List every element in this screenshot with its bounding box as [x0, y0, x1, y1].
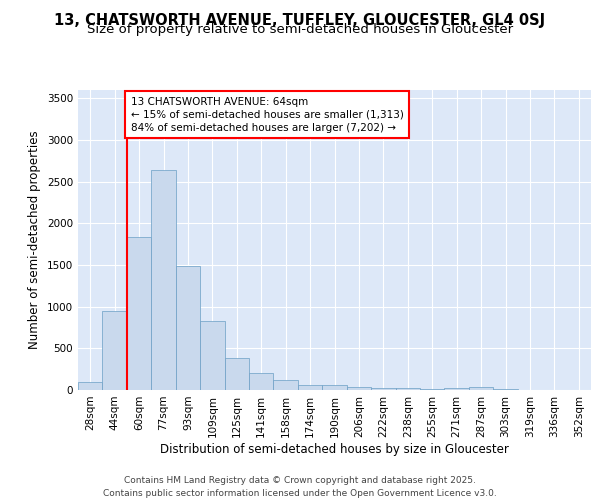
Bar [395, 388, 420, 390]
Bar [274, 380, 298, 390]
Bar [200, 321, 224, 390]
Bar [322, 386, 347, 390]
Text: 13 CHATSWORTH AVENUE: 64sqm
← 15% of semi-detached houses are smaller (1,313)
84: 13 CHATSWORTH AVENUE: 64sqm ← 15% of sem… [131, 96, 403, 133]
Bar [469, 387, 493, 390]
Bar [298, 384, 322, 390]
Bar [445, 388, 469, 390]
Bar [151, 170, 176, 390]
Text: Contains HM Land Registry data © Crown copyright and database right 2025.
Contai: Contains HM Land Registry data © Crown c… [103, 476, 497, 498]
Bar [371, 388, 395, 390]
Y-axis label: Number of semi-detached properties: Number of semi-detached properties [28, 130, 41, 350]
Bar [103, 311, 127, 390]
Text: 13, CHATSWORTH AVENUE, TUFFLEY, GLOUCESTER, GL4 0SJ: 13, CHATSWORTH AVENUE, TUFFLEY, GLOUCEST… [55, 12, 545, 28]
Bar [493, 389, 518, 390]
Bar [420, 389, 445, 390]
Bar [176, 266, 200, 390]
Bar [78, 382, 103, 390]
Text: Size of property relative to semi-detached houses in Gloucester: Size of property relative to semi-detach… [87, 22, 513, 36]
Bar [224, 358, 249, 390]
Bar [347, 386, 371, 390]
Bar [127, 236, 151, 390]
X-axis label: Distribution of semi-detached houses by size in Gloucester: Distribution of semi-detached houses by … [160, 442, 509, 456]
Bar [249, 374, 274, 390]
